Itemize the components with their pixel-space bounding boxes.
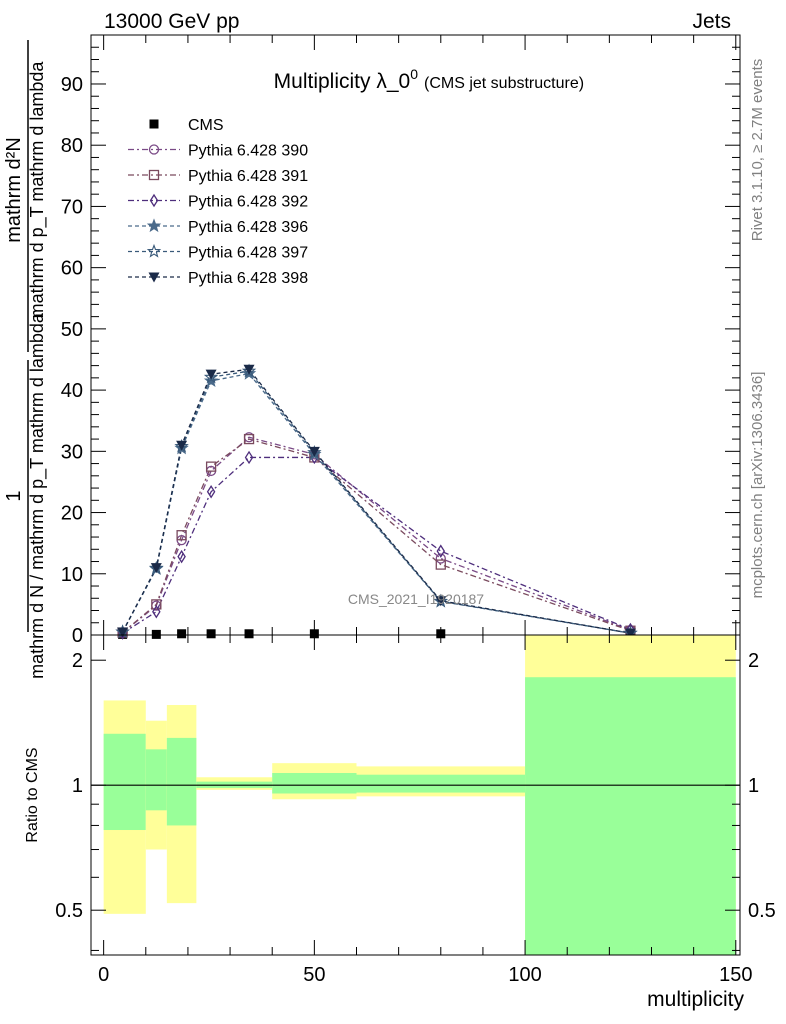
ratio-ytick-label: 2 [72,650,83,672]
data-point [146,243,162,258]
ylabel-frac-num: 1 [3,490,25,501]
ylabel-den: mathrm d p_T mathrm d lambda [27,61,48,319]
main-ytick-label: 60 [61,258,83,280]
data-point [177,549,186,564]
ratio-ytick-label-right: 2 [748,650,759,672]
ratio-ytick-label-right: 1 [748,775,759,797]
data-point [435,596,447,607]
main-ylabel: 1 mathrm d N / mathrm d p_T mathrm d lam… [3,40,48,679]
ratio-band-inner [103,733,146,831]
main-ytick-label: 40 [61,380,83,402]
ratio-ytick-label: 0.5 [55,900,83,922]
legend-label: Pythia 6.428 390 [188,143,308,160]
data-point [309,629,319,639]
legend-label: CMS [188,117,224,134]
data-point [243,433,255,445]
ratio-bands [103,635,736,955]
data-point [435,559,446,570]
data-point [205,369,217,380]
rivet-label: Rivet 3.1.10, ≥ 2.7M events [749,59,766,242]
legend-label: Pythia 6.428 396 [188,219,308,236]
data-point [205,461,217,472]
data-point [244,629,254,639]
data-point [206,485,216,499]
series-line [122,368,631,634]
ylabel-num: mathrm d²N [3,137,25,243]
legend: CMS Pythia 6.428 390 Pythia 6.428 391 Pythi… [128,117,308,287]
legend-label: Pythia 6.428 398 [188,270,308,287]
ratio-frame [90,634,741,956]
main-ytick-label: 70 [61,196,83,218]
xtick-label: 0 [98,964,109,986]
ratio-band-inner [525,677,736,955]
data-point [151,629,161,639]
ratio-ytick-label-right: 0.5 [748,900,776,922]
data-point [148,272,160,283]
main-ytick-label: 10 [61,564,83,586]
data-point [117,627,129,638]
main-title-sup: 0 [410,66,418,82]
data-point [152,605,161,619]
xlabel: multiplicity [647,988,744,1011]
data-point [148,144,160,155]
main-ytick-label: 30 [61,441,83,463]
main-series-lines [122,368,631,634]
ratio-axis-ticks: 0.5 0.5 1 1 2 2 0 50 100 150 [55,635,776,986]
ratio-ytick-label: 1 [72,775,83,797]
data-point [176,440,188,451]
ratio-band-inner [356,774,526,793]
legend-label: Pythia 6.428 397 [188,245,308,262]
xtick-label: 100 [508,964,541,986]
xtick-label: 150 [719,964,752,986]
data-point [151,599,162,610]
series-line [122,436,631,634]
mcplots-label: mcplots.cern.ch [arXiv:1306.3436] [749,372,766,599]
series-line [122,456,631,634]
header-energy: 13000 GeV pp [104,10,239,33]
data-point [149,119,159,129]
data-point [149,193,159,208]
data-point [244,450,254,465]
xtick-label: 50 [303,964,325,986]
data-point [148,169,160,181]
main-axis-ticks: 0 10 20 30 40 50 60 70 80 90 [61,34,740,647]
data-point [203,369,219,384]
ratio-band-inner [166,737,197,826]
data-point [308,446,320,457]
data-point [436,544,446,558]
data-point [176,530,187,541]
header-jets: Jets [692,10,731,33]
legend-label: Pythia 6.428 391 [188,168,308,185]
ratio-ylabel: Ratio to CMS [24,747,41,842]
data-point [624,628,636,639]
main-ytick-label: 0 [72,625,83,647]
data-point [177,629,187,639]
watermark: CMS_2021_I1920187 [348,591,484,607]
ratio-band-inner [145,749,167,811]
ratio-panel: 0.5 0.5 1 1 2 2 0 50 100 150 Ratio to CMS multipl… [24,634,776,1011]
data-point [150,563,162,574]
main-title-suffix: (CMS jet substructure) [424,75,584,92]
main-ytick-label: 80 [61,135,83,157]
series-line [122,438,631,634]
main-title-text: Multiplicity λ_0 [274,70,411,93]
main-ytick-label: 50 [61,319,83,341]
ylabel-frac-den: mathrm d N / mathrm d p_T mathrm d lambd… [27,312,48,679]
data-point [206,629,216,639]
data-point [243,364,255,375]
legend-label: Pythia 6.428 392 [188,194,308,211]
ylabel-frac-den-text: mathrm d N / mathrm d p_T mathrm d lambd… [27,312,48,679]
main-ytick-label: 90 [61,74,83,96]
data-point [146,218,162,233]
data-point [436,629,446,639]
data-point [435,553,446,564]
main-ytick-label: 20 [61,503,83,525]
main-title: Multiplicity λ_00 [274,66,419,93]
ratio-band-inner [272,772,357,794]
